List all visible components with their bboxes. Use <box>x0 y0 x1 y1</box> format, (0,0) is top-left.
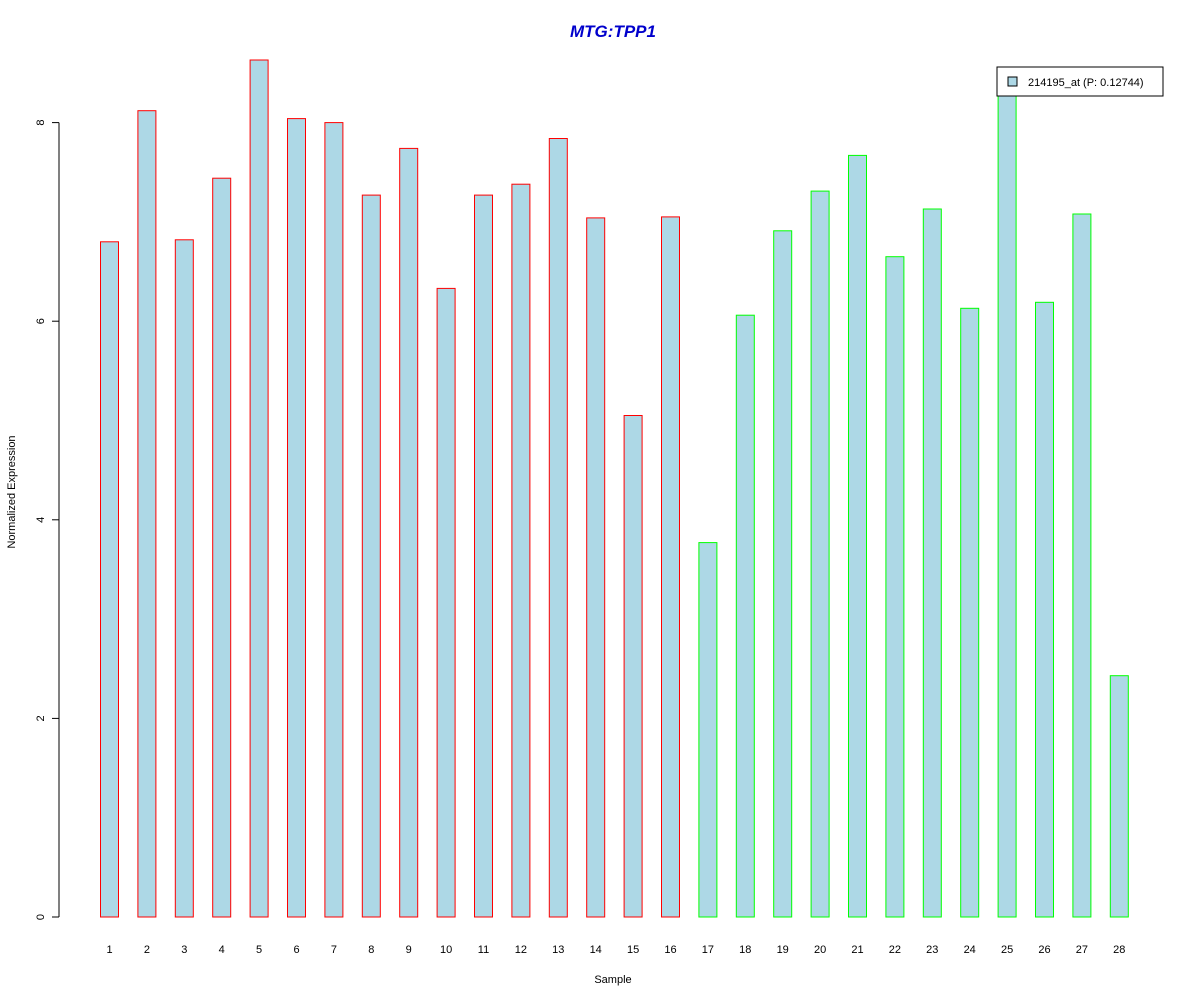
bar-sample-3 <box>175 240 193 917</box>
x-tick-label: 1 <box>106 944 112 956</box>
chart-title: MTG:TPP1 <box>570 22 656 41</box>
bar-sample-12 <box>512 184 530 917</box>
y-tick-label: 8 <box>35 120 47 126</box>
x-tick-label: 10 <box>440 944 452 956</box>
bar-sample-2 <box>138 111 156 917</box>
bar-sample-23 <box>923 209 941 917</box>
x-tick-label: 28 <box>1113 944 1125 956</box>
x-tick-label: 24 <box>964 944 976 956</box>
bar-sample-17 <box>699 543 717 917</box>
bar-sample-27 <box>1073 214 1091 917</box>
x-tick-label: 13 <box>552 944 564 956</box>
bar-sample-9 <box>400 148 418 917</box>
bar-sample-21 <box>849 155 867 917</box>
y-axis-label: Normalized Expression <box>6 435 18 548</box>
x-tick-label: 7 <box>331 944 337 956</box>
x-tick-label: 18 <box>739 944 751 956</box>
x-tick-label: 2 <box>144 944 150 956</box>
bar-sample-15 <box>624 416 642 918</box>
bar-sample-10 <box>437 288 455 917</box>
bar-sample-16 <box>662 217 680 917</box>
y-tick-label: 4 <box>35 517 47 523</box>
x-tick-label: 6 <box>293 944 299 956</box>
bar-sample-24 <box>961 308 979 917</box>
legend-swatch <box>1008 77 1017 86</box>
x-tick-label: 5 <box>256 944 262 956</box>
bars <box>101 60 1129 917</box>
legend: 214195_at (P: 0.12744) <box>997 67 1163 96</box>
y-tick-label: 6 <box>35 318 47 324</box>
bar-sample-26 <box>1036 302 1054 917</box>
bar-sample-13 <box>549 139 567 918</box>
x-tick-label: 9 <box>406 944 412 956</box>
x-tick-label: 14 <box>590 944 602 956</box>
bar-sample-11 <box>475 195 493 917</box>
x-tick-label: 21 <box>851 944 863 956</box>
bar-sample-18 <box>736 315 754 917</box>
x-tick-label: 25 <box>1001 944 1013 956</box>
x-tick-label: 4 <box>219 944 225 956</box>
x-tick-label: 20 <box>814 944 826 956</box>
x-tick-label: 23 <box>926 944 938 956</box>
x-tick-label: 22 <box>889 944 901 956</box>
bar-sample-28 <box>1110 676 1128 917</box>
x-tick-label: 8 <box>368 944 374 956</box>
bar-sample-25 <box>998 83 1016 917</box>
y-axis: 0 2 4 6 8 <box>35 120 59 921</box>
x-tick-label: 19 <box>777 944 789 956</box>
y-tick-label: 0 <box>35 914 47 920</box>
legend-label: 214195_at (P: 0.12744) <box>1028 77 1144 89</box>
bar-sample-8 <box>362 195 380 917</box>
x-tick-label: 11 <box>478 944 489 956</box>
x-tick-label: 17 <box>702 944 714 956</box>
x-tick-label: 27 <box>1076 944 1088 956</box>
x-tick-label: 3 <box>181 944 187 956</box>
bar-sample-22 <box>886 257 904 917</box>
bar-sample-6 <box>288 119 306 917</box>
bar-sample-7 <box>325 123 343 917</box>
bar-sample-1 <box>101 242 119 917</box>
x-tick-label: 26 <box>1038 944 1050 956</box>
bar-sample-4 <box>213 178 231 917</box>
x-tick-label: 12 <box>515 944 527 956</box>
x-tick-labels: 1 2 3 4 5 6 7 8 9 10 11 12 13 14 15 16 17 18 19 20 21 22 23 24 2… <box>106 944 1125 956</box>
bar-sample-20 <box>811 191 829 917</box>
bar-sample-5 <box>250 60 268 917</box>
x-axis-label: Sample <box>594 974 631 986</box>
bar-sample-19 <box>774 231 792 917</box>
y-tick-label: 2 <box>35 715 47 721</box>
x-tick-label: 15 <box>627 944 639 956</box>
x-tick-label: 16 <box>664 944 676 956</box>
bar-sample-14 <box>587 218 605 917</box>
